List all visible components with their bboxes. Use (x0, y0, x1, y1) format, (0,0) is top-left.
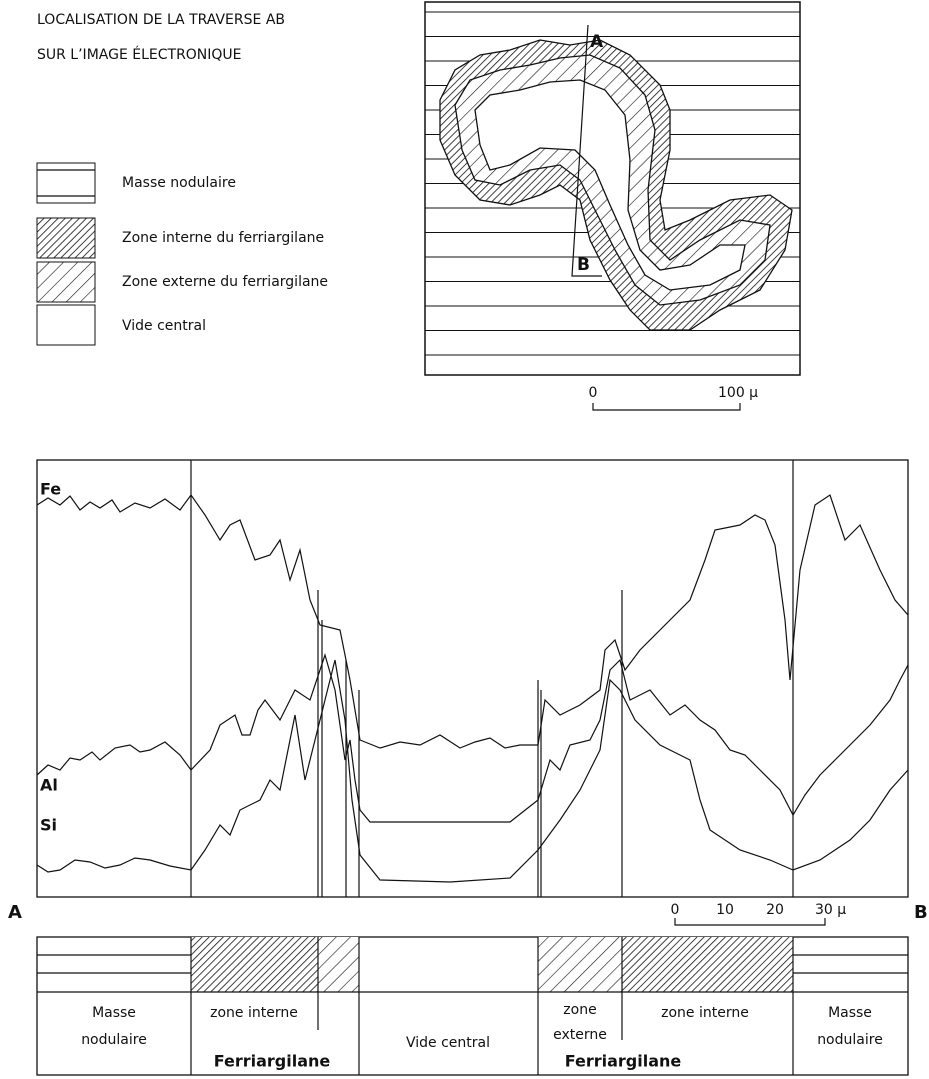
zone-label: Masse (92, 1005, 136, 1021)
element-label: Al (40, 776, 58, 795)
scale-label: 0 (671, 902, 680, 918)
point-label: B (577, 255, 590, 275)
scale-label: 100 µ (718, 385, 758, 401)
zone-label: zone (563, 1002, 596, 1018)
point-label: B (914, 902, 928, 923)
legend-swatch (37, 218, 95, 258)
element-label: Si (40, 816, 57, 835)
scale-label: 0 (589, 385, 598, 401)
zone-label: zone interne (661, 1005, 749, 1021)
scale-label: 20 (766, 902, 784, 918)
zone-label: nodulaire (817, 1032, 883, 1048)
legend-label: Masse nodulaire (122, 175, 236, 191)
legend-swatch (37, 163, 95, 203)
zone-label: Masse (828, 1005, 872, 1021)
group-label: Ferriargilane (214, 1052, 331, 1071)
zone-label: Vide central (406, 1035, 490, 1051)
header: LOCALISATION DE LA TRAVERSE AB SUR L’IMA… (37, 12, 285, 63)
zone-label: externe (553, 1027, 607, 1043)
title-line: SUR L’IMAGE ÉLECTRONIQUE (37, 46, 242, 63)
scale-bar (593, 403, 740, 410)
map: A B 0 100 µ (425, 2, 800, 410)
scale-label: 10 (716, 902, 734, 918)
scale-bar (675, 918, 825, 925)
legend-label: Zone interne du ferriargilane (122, 230, 324, 246)
zone-label: nodulaire (81, 1032, 147, 1048)
band-externe (318, 937, 359, 992)
element-label: Fe (40, 480, 61, 499)
zone-label: zone interne (210, 1005, 298, 1021)
legend-label: Vide central (122, 318, 206, 334)
point-label: A (590, 32, 604, 52)
point-label: A (8, 902, 22, 923)
legend-label: Zone externe du ferriargilane (122, 274, 328, 290)
profile: Fe Al Si A B 0 10 20 30 µ (8, 460, 928, 925)
band-externe (538, 937, 622, 992)
figure: LOCALISATION DE LA TRAVERSE AB SUR L’IMA… (0, 0, 929, 1079)
legend: Masse nodulaire Zone interne du ferriarg… (37, 163, 328, 345)
zone-table: Masse nodulaire zone interne Vide centra… (37, 937, 908, 1075)
title-line: LOCALISATION DE LA TRAVERSE AB (37, 12, 285, 28)
scale-label: 30 µ (815, 902, 846, 918)
legend-swatch (37, 262, 95, 302)
profile-frame (37, 460, 908, 897)
group-label: Ferriargilane (565, 1052, 682, 1071)
band-interne (622, 937, 793, 992)
band-interne (191, 937, 318, 992)
legend-swatch (37, 305, 95, 345)
